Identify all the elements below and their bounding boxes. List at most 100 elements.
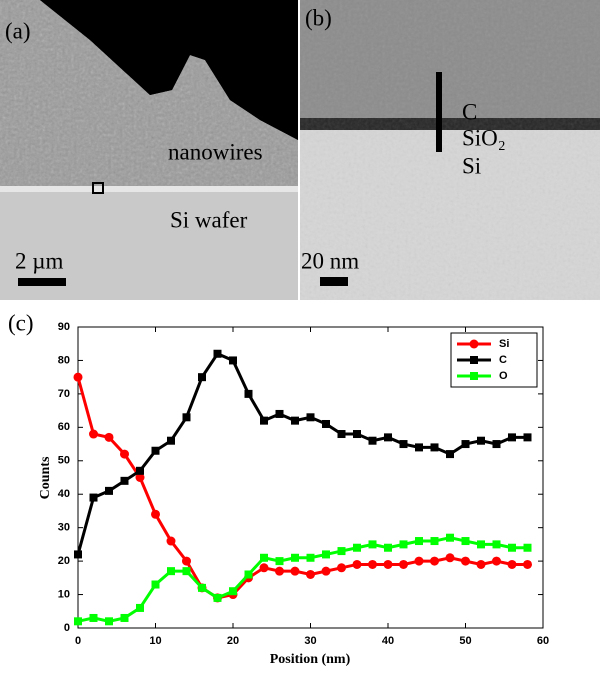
x-tick-label: 10 xyxy=(149,635,161,647)
marker xyxy=(306,553,315,562)
marker xyxy=(260,416,268,425)
marker xyxy=(135,473,145,482)
marker xyxy=(430,556,439,566)
panel-label: (b) xyxy=(305,5,332,30)
marker xyxy=(244,389,253,398)
marker xyxy=(492,556,501,566)
marker xyxy=(151,509,160,519)
marker xyxy=(73,372,83,382)
marker xyxy=(275,557,284,566)
marker xyxy=(352,559,362,569)
x-tick-label: 20 xyxy=(227,635,239,647)
marker xyxy=(399,440,408,449)
y-tick-label: 60 xyxy=(58,421,70,433)
x-tick-label: 40 xyxy=(382,635,394,647)
marker xyxy=(469,339,479,349)
marker xyxy=(368,540,377,549)
marker xyxy=(492,440,501,449)
marker xyxy=(507,559,517,569)
marker xyxy=(384,433,392,442)
marker xyxy=(120,476,129,485)
marker xyxy=(182,556,191,566)
marker xyxy=(321,566,331,576)
y-tick-label: 20 xyxy=(58,555,70,567)
layer-label: C xyxy=(462,99,477,124)
marker xyxy=(198,583,206,592)
micrograph-b xyxy=(300,0,600,300)
micrograph-a xyxy=(0,0,298,300)
marker xyxy=(291,553,299,562)
marker xyxy=(383,559,393,569)
marker xyxy=(260,553,268,562)
x-tick-label: 0 xyxy=(75,635,81,647)
marker xyxy=(89,493,98,502)
marker xyxy=(322,419,330,428)
marker xyxy=(104,432,114,442)
y-tick-label: 90 xyxy=(58,321,70,333)
marker xyxy=(368,559,377,569)
marker xyxy=(89,429,98,439)
marker xyxy=(198,373,206,382)
scale-label: 20 nm xyxy=(301,248,359,273)
marker xyxy=(337,547,346,556)
marker xyxy=(508,433,516,442)
marker xyxy=(120,449,129,459)
marker xyxy=(399,540,408,549)
region-label: Si wafer xyxy=(170,207,248,232)
marker xyxy=(306,413,315,422)
marker xyxy=(445,553,455,563)
marker xyxy=(461,440,470,449)
marker xyxy=(322,550,330,559)
marker xyxy=(384,543,392,552)
marker xyxy=(523,433,532,442)
marker xyxy=(74,550,82,559)
marker xyxy=(446,450,454,459)
marker xyxy=(275,409,284,418)
x-tick-label: 60 xyxy=(537,635,549,647)
marker xyxy=(167,436,175,445)
marker xyxy=(414,556,424,566)
marker xyxy=(492,540,501,549)
marker xyxy=(399,559,408,569)
marker xyxy=(213,349,222,358)
marker xyxy=(291,416,299,425)
marker xyxy=(290,566,300,576)
marker xyxy=(476,559,486,569)
marker xyxy=(337,430,346,439)
marker xyxy=(477,540,485,549)
panel-label: (a) xyxy=(5,18,31,43)
marker xyxy=(120,613,129,622)
marker xyxy=(470,356,478,364)
marker xyxy=(229,587,237,596)
marker xyxy=(136,603,144,612)
marker xyxy=(523,543,532,552)
y-axis-label: Counts xyxy=(38,456,53,499)
marker xyxy=(306,569,315,579)
panel-label: (c) xyxy=(8,310,34,335)
marker xyxy=(136,466,144,475)
marker xyxy=(337,563,346,573)
y-tick-label: 10 xyxy=(58,588,70,600)
marker xyxy=(275,566,284,576)
marker xyxy=(353,543,361,552)
marker xyxy=(461,556,470,566)
x-tick-label: 50 xyxy=(459,635,471,647)
legend-label: O xyxy=(499,370,508,382)
marker xyxy=(166,536,176,546)
marker xyxy=(430,537,439,546)
marker xyxy=(182,567,191,576)
layer-label: Si xyxy=(462,153,481,178)
marker xyxy=(477,436,485,445)
y-tick-label: 80 xyxy=(58,354,70,366)
layer-label: SiO₂ xyxy=(462,125,506,150)
y-tick-label: 70 xyxy=(58,388,70,400)
marker xyxy=(523,559,532,569)
marker xyxy=(89,613,98,622)
marker xyxy=(167,567,175,576)
marker xyxy=(182,413,191,422)
marker xyxy=(151,580,160,589)
marker xyxy=(461,537,470,546)
marker xyxy=(415,537,423,546)
marker xyxy=(151,446,160,455)
